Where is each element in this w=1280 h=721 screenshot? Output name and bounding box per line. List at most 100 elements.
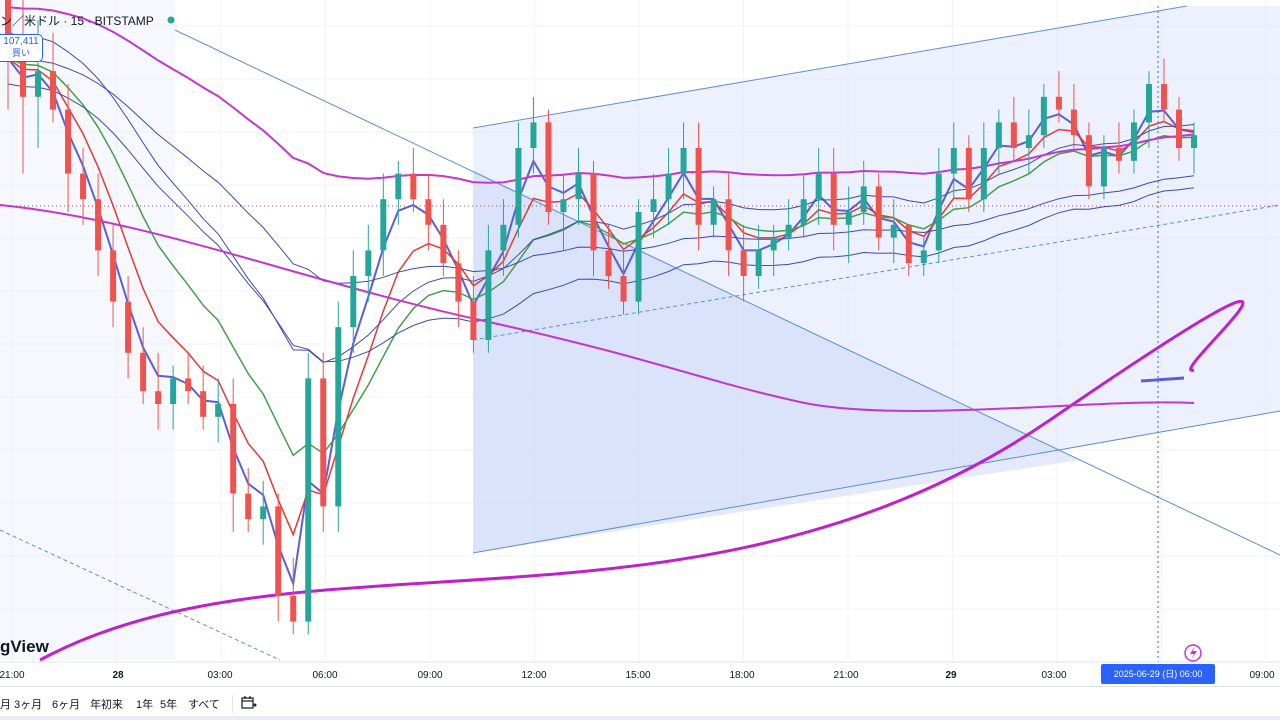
candle-body <box>125 301 132 353</box>
candle-body <box>350 276 357 328</box>
ribbon-line <box>7 57 1195 284</box>
candle-body <box>245 493 252 520</box>
candle-body <box>1025 135 1032 148</box>
candle-body <box>95 199 102 251</box>
trendline-dashed-left <box>0 529 281 661</box>
bottom-toolbar: 月 3ヶ月 6ヶ月 年初来 1年 5年 すべて <box>0 686 1280 721</box>
candle-body <box>755 250 762 276</box>
trendline-descending <box>174 29 1280 556</box>
candle-body <box>305 378 312 622</box>
range-all[interactable]: すべて <box>188 699 220 711</box>
x-tick-label: 03:00 <box>207 670 232 681</box>
candle-body <box>980 148 987 200</box>
candle-body <box>1115 148 1122 161</box>
candle-body <box>1191 135 1197 148</box>
trendline-lower <box>472 410 1280 554</box>
ma-purple-line <box>7 6 1195 184</box>
x-tick-label: 18:00 <box>729 670 754 681</box>
candle-body <box>680 148 687 174</box>
candle-body <box>260 506 267 520</box>
candle-body <box>1130 122 1137 161</box>
candle-body <box>275 506 282 596</box>
range-ytd[interactable]: 年初来 <box>90 699 123 711</box>
range-6m[interactable]: 6ヶ月 <box>52 699 81 711</box>
candle-body <box>1160 84 1167 110</box>
range-5y[interactable]: 5年 <box>160 699 178 711</box>
candle-body <box>290 596 297 622</box>
bottom-edge <box>0 716 1280 720</box>
ma-purple-long-line <box>0 204 1195 412</box>
candle-body <box>845 212 852 225</box>
crosshair-date-badge: 2025-06-29 (日) 06:00 <box>1101 664 1215 684</box>
price-chart[interactable]: 21:00 28 03:00 06:00 09:00 12:00 15:00 18:00 21:… <box>0 0 1280 686</box>
candle-body <box>380 199 387 251</box>
candle-body <box>920 250 927 264</box>
candle-body <box>620 276 627 302</box>
candle-body <box>200 391 207 417</box>
candle-body <box>665 173 672 200</box>
candle-body <box>740 250 747 276</box>
triangle-zone <box>473 170 1080 553</box>
candle-body <box>335 327 342 507</box>
candle-body <box>155 391 162 404</box>
candle-body <box>20 58 27 97</box>
candle-body <box>440 224 447 264</box>
candle-body <box>650 199 657 212</box>
buy-label: 買い <box>11 48 30 58</box>
candle-body <box>1070 109 1077 136</box>
candle-body <box>935 173 942 251</box>
candle-body <box>1085 135 1092 187</box>
candle-body <box>710 199 717 225</box>
candle-body <box>560 199 567 212</box>
candle-body <box>35 71 42 97</box>
candle-body <box>695 148 702 225</box>
buy-price-box[interactable]: 107,411 買い <box>0 34 43 62</box>
candle-body <box>485 250 492 340</box>
x-tick-label: 28 <box>112 670 124 681</box>
candle-body <box>230 404 237 494</box>
trendline-upper <box>472 5 1188 129</box>
ma-green-line <box>7 57 1195 457</box>
calendar-icon[interactable] <box>241 695 257 711</box>
candle-body <box>500 224 507 251</box>
x-tick-label: 06:00 <box>312 670 337 681</box>
candle-body <box>50 71 57 110</box>
candle-body <box>635 212 642 302</box>
ma-longterm-line <box>39 299 1245 662</box>
candle-body <box>1145 84 1152 123</box>
candle-body <box>800 199 807 225</box>
symbol-title[interactable]: ン／米ドル · 15 · BITSTAMP <box>0 14 154 28</box>
candle-body <box>1100 148 1107 187</box>
candle-body <box>995 122 1002 148</box>
candle-body <box>1010 122 1017 148</box>
x-tick-label: 09:00 <box>1249 670 1274 681</box>
candle-body <box>770 237 777 251</box>
candle-body <box>425 199 432 225</box>
candle-body <box>785 224 792 238</box>
candle-body <box>515 148 522 225</box>
support-marker <box>1140 376 1185 383</box>
candle-body <box>455 263 462 302</box>
x-tick-label: 29 <box>945 670 957 681</box>
range-3m[interactable]: 3ヶ月 <box>14 699 43 711</box>
candle-body <box>215 404 222 417</box>
trendline-dashed <box>472 204 1280 341</box>
range-1m[interactable]: 月 <box>0 699 11 711</box>
candle-body <box>365 250 372 276</box>
candle-body <box>1055 96 1062 110</box>
candle-body <box>1175 109 1182 148</box>
ribbon-line <box>7 32 1195 364</box>
toolbar-divider <box>232 695 233 713</box>
candle-body <box>1040 96 1047 136</box>
candle-body <box>530 122 537 148</box>
candle-body <box>590 173 597 251</box>
candle-body <box>410 173 417 200</box>
buy-price-value: 107,411 <box>3 36 39 47</box>
lightning-icon[interactable] <box>1184 644 1202 662</box>
x-tick-label: 12:00 <box>521 670 546 681</box>
candle-body <box>185 378 192 392</box>
candle-body <box>80 173 87 200</box>
candle-body <box>575 173 582 200</box>
candle-body <box>860 186 867 212</box>
range-1y[interactable]: 1年 <box>136 699 154 711</box>
